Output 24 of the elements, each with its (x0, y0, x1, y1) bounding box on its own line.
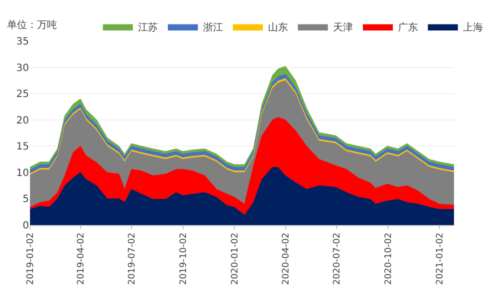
y-tick-label: 10 (16, 168, 29, 179)
legend-label: 天津 (332, 21, 353, 34)
x-tick-label: 2019-04-02 (76, 232, 86, 285)
y-tick-label: 5 (22, 194, 29, 206)
x-tick-label: 2019-01-02 (26, 232, 36, 285)
x-tick-label: 2021-01-02 (435, 232, 446, 285)
x-tick-label: 2020-04-02 (281, 232, 292, 285)
y-axis-title: 单位：万吨 (7, 19, 57, 31)
x-tick-label: 2019-07-02 (127, 232, 138, 285)
x-tick-label: 2020-07-02 (332, 232, 342, 285)
legend-label: 广东 (398, 21, 418, 34)
x-tick-label: 2019-10-02 (178, 232, 189, 285)
y-tick-label: 0 (22, 220, 29, 232)
y-tick-label: 30 (16, 62, 29, 74)
x-tick-label: 2020-10-02 (384, 232, 394, 285)
y-tick-label: 35 (16, 36, 29, 48)
legend-label: 山东 (268, 21, 288, 34)
legend-label: 浙江 (202, 21, 223, 34)
y-tick-label: 15 (16, 142, 29, 153)
y-tick-label: 25 (16, 89, 29, 100)
x-tick-label: 2020-01-02 (230, 232, 240, 285)
y-tick-label: 20 (16, 115, 29, 126)
legend-label: 江苏 (138, 21, 158, 34)
legend-label: 上海 (462, 21, 483, 34)
